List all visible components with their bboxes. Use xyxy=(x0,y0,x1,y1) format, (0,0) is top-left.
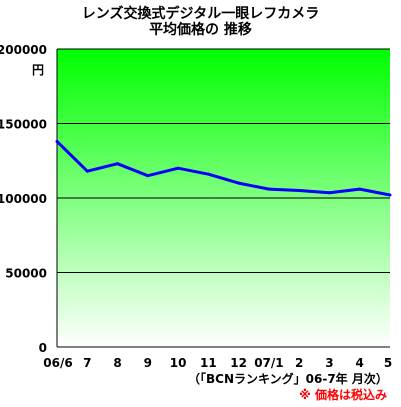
data-point xyxy=(116,162,120,166)
x-tick-label: 07/1 xyxy=(254,356,283,370)
y-tick-label: 150000 xyxy=(0,118,47,132)
data-point xyxy=(206,172,210,176)
y-tick-label: 50000 xyxy=(5,267,47,281)
data-point xyxy=(358,187,362,191)
x-tick-label: 5 xyxy=(384,356,392,370)
x-tick-label: 06/6 xyxy=(43,356,72,370)
series-line xyxy=(55,140,391,197)
data-point xyxy=(176,166,180,170)
x-tick-label: 11 xyxy=(200,356,217,370)
chart-title-line2: 平均価格の 推移 xyxy=(149,22,252,38)
x-tick-label: 10 xyxy=(170,356,187,370)
x-tick-label: 8 xyxy=(113,356,121,370)
data-point xyxy=(267,187,271,191)
chart-title-line1: レンズ交換式デジタル一眼レフカメラ xyxy=(81,6,320,22)
y-axis-unit-label: 円 xyxy=(32,63,44,77)
data-point xyxy=(55,139,59,143)
x-tick-label: 4 xyxy=(356,356,364,370)
x-tick-label: 12 xyxy=(230,356,247,370)
x-tick-label: 2 xyxy=(295,356,303,370)
source-note: （「BCNランキング」06-7年 月次） xyxy=(188,372,388,386)
y-tick-label: 100000 xyxy=(0,192,47,206)
data-point xyxy=(85,169,89,173)
y-tick-label: 200000 xyxy=(0,43,47,57)
y-tick-label: 0 xyxy=(39,341,47,355)
data-point xyxy=(237,181,241,185)
x-tick-label: 7 xyxy=(83,356,91,370)
data-point xyxy=(327,191,331,195)
tax-included-note: ※ 価格は税込み xyxy=(299,388,387,402)
data-point xyxy=(388,193,392,197)
x-tick-label: 3 xyxy=(325,356,333,370)
data-point xyxy=(146,174,150,178)
x-tick-label: 9 xyxy=(144,356,152,370)
data-point xyxy=(297,189,301,193)
